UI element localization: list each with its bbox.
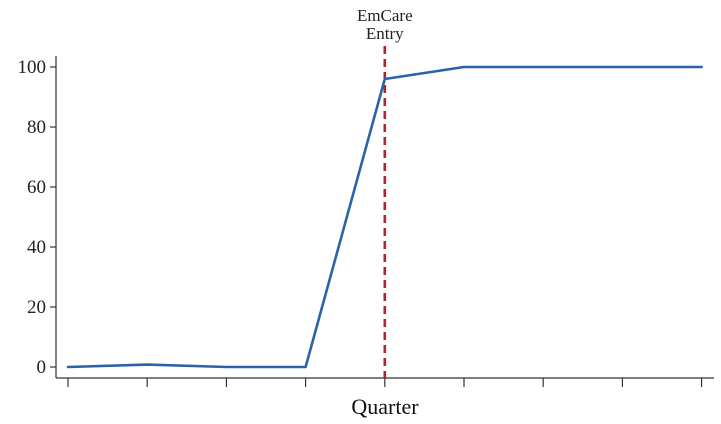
entry-annotation-label: Entry <box>366 24 404 43</box>
y-tick-label: 100 <box>18 57 47 78</box>
x-ticks <box>67 378 703 387</box>
y-tick-label: 20 <box>27 297 46 318</box>
y-tick-label: 60 <box>27 177 46 198</box>
series-line <box>66 65 703 369</box>
y-ticks: 0 20 40 60 80 100 <box>18 57 56 378</box>
y-tick-label: 80 <box>27 117 46 138</box>
y-tick-label: 0 <box>37 357 47 378</box>
series <box>66 65 703 369</box>
y-tick-label: 40 <box>27 237 46 258</box>
x-axis-title: Quarter <box>351 394 419 419</box>
entry-annotation-label: EmCare <box>357 6 413 25</box>
